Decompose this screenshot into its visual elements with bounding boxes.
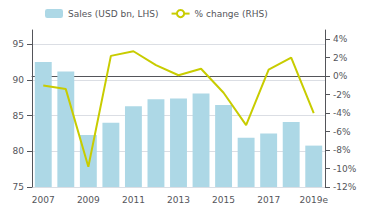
svg-text:2017: 2017: [257, 195, 280, 205]
svg-text:2007: 2007: [32, 195, 55, 205]
svg-text:2%: 2%: [333, 53, 348, 63]
svg-text:75: 75: [13, 182, 24, 192]
svg-text:2013: 2013: [167, 195, 190, 205]
svg-text:90: 90: [13, 75, 25, 85]
svg-text:2011: 2011: [122, 195, 145, 205]
svg-text:-6%: -6%: [333, 127, 351, 137]
svg-text:-8%: -8%: [333, 145, 351, 155]
svg-text:-12%: -12%: [333, 182, 357, 192]
svg-text:Sales (USD bn, LHS): Sales (USD bn, LHS): [68, 9, 159, 19]
svg-text:-10%: -10%: [333, 164, 357, 174]
svg-text:95: 95: [13, 39, 24, 49]
svg-text:2009: 2009: [77, 195, 100, 205]
svg-text:% change (RHS): % change (RHS): [195, 9, 268, 19]
svg-text:-4%: -4%: [333, 108, 351, 118]
svg-text:4%: 4%: [333, 34, 348, 44]
svg-text:-2%: -2%: [333, 90, 351, 100]
svg-text:2019e: 2019e: [300, 195, 329, 205]
svg-text:80: 80: [13, 146, 25, 156]
svg-text:0%: 0%: [333, 71, 348, 81]
svg-text:2015: 2015: [212, 195, 235, 205]
svg-text:85: 85: [13, 111, 24, 121]
